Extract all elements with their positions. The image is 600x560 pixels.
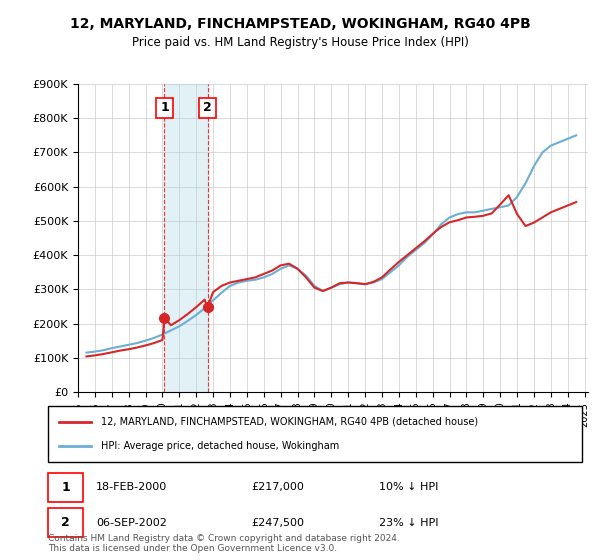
Text: 23% ↓ HPI: 23% ↓ HPI [379, 518, 439, 528]
Text: £247,500: £247,500 [251, 518, 304, 528]
Text: 18-FEB-2000: 18-FEB-2000 [96, 482, 167, 492]
Text: 06-SEP-2002: 06-SEP-2002 [96, 518, 167, 528]
Text: 1: 1 [160, 101, 169, 114]
Bar [164, 84, 208, 392]
Text: Price paid vs. HM Land Registry's House Price Index (HPI): Price paid vs. HM Land Registry's House … [131, 36, 469, 49]
Text: 12, MARYLAND, FINCHAMPSTEAD, WOKINGHAM, RG40 4PB (detached house): 12, MARYLAND, FINCHAMPSTEAD, WOKINGHAM, … [101, 417, 479, 427]
FancyBboxPatch shape [48, 406, 582, 462]
Text: 1: 1 [61, 480, 70, 494]
Text: Contains HM Land Registry data © Crown copyright and database right 2024.
This d: Contains HM Land Registry data © Crown c… [48, 534, 400, 553]
Text: 12, MARYLAND, FINCHAMPSTEAD, WOKINGHAM, RG40 4PB: 12, MARYLAND, FINCHAMPSTEAD, WOKINGHAM, … [70, 17, 530, 31]
Text: 10% ↓ HPI: 10% ↓ HPI [379, 482, 439, 492]
FancyBboxPatch shape [48, 508, 83, 537]
Text: 2: 2 [203, 101, 212, 114]
Text: 2: 2 [61, 516, 70, 529]
Text: £217,000: £217,000 [251, 482, 304, 492]
FancyBboxPatch shape [48, 473, 83, 502]
Text: HPI: Average price, detached house, Wokingham: HPI: Average price, detached house, Woki… [101, 441, 340, 451]
